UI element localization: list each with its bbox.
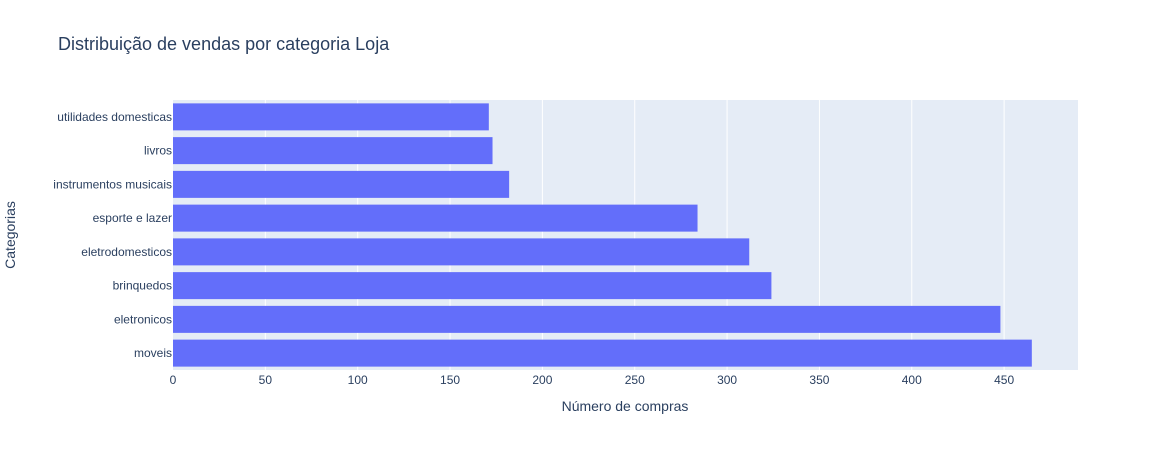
bar-esporte-e-lazer[interactable] bbox=[173, 204, 698, 232]
x-tick-labels: 0 50 100 150 200 250 300 350 400 450 bbox=[170, 373, 1015, 387]
y-tick-label: instrumentos musicais bbox=[53, 177, 172, 191]
y-tick-label: brinquedos bbox=[113, 279, 172, 293]
bar-moveis[interactable] bbox=[173, 339, 1032, 367]
x-tick-label: 200 bbox=[532, 373, 552, 387]
x-tick-label: 0 bbox=[170, 373, 177, 387]
bar-eletrodomesticos[interactable] bbox=[173, 238, 750, 266]
bar-utilidades-domesticas[interactable] bbox=[173, 103, 489, 131]
y-axis-title: Categorias bbox=[2, 201, 18, 269]
y-tick-label: moveis bbox=[134, 346, 172, 360]
x-tick-label: 50 bbox=[259, 373, 273, 387]
x-axis-title: Número de compras bbox=[562, 398, 689, 414]
y-tick-label: esporte e lazer bbox=[93, 211, 172, 225]
x-tick-label: 450 bbox=[994, 373, 1014, 387]
x-tick-label: 350 bbox=[809, 373, 829, 387]
bar-brinquedos[interactable] bbox=[173, 272, 772, 300]
y-tick-label: utilidades domesticas bbox=[57, 110, 172, 124]
bar-eletronicos[interactable] bbox=[173, 305, 1001, 333]
y-tick-labels: utilidades domesticas livros instrumentos … bbox=[53, 110, 172, 360]
bar-livros[interactable] bbox=[173, 137, 493, 165]
x-tick-label: 250 bbox=[625, 373, 645, 387]
y-tick-label: eletronicos bbox=[114, 312, 172, 326]
x-tick-label: 400 bbox=[902, 373, 922, 387]
bars bbox=[173, 103, 1032, 367]
x-tick-label: 150 bbox=[440, 373, 460, 387]
x-tick-label: 300 bbox=[717, 373, 737, 387]
bar-instrumentos-musicais[interactable] bbox=[173, 170, 510, 198]
y-tick-label: eletrodomesticos bbox=[81, 245, 172, 259]
y-tick-label: livros bbox=[144, 144, 172, 158]
x-tick-label: 100 bbox=[348, 373, 368, 387]
chart-title: Distribuição de vendas por categoria Loj… bbox=[58, 34, 390, 54]
